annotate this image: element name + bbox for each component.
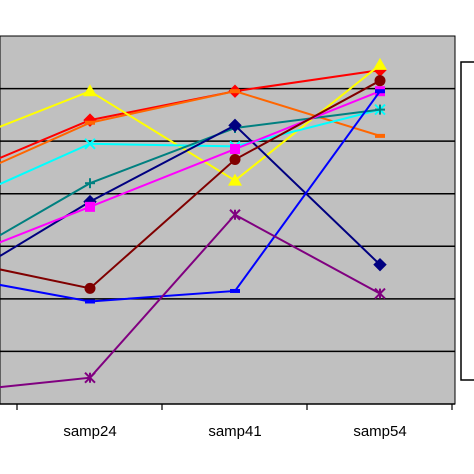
- series-line: [0, 79, 381, 290]
- series-line: [0, 124, 381, 266]
- data-point: [375, 133, 385, 138]
- data-point: [374, 287, 386, 300]
- series: [0, 209, 386, 389]
- series-line: [0, 90, 381, 165]
- data-point: [375, 89, 385, 94]
- legend-box: [460, 61, 474, 381]
- series: [0, 75, 386, 294]
- data-point: [229, 154, 241, 166]
- series: [0, 89, 385, 165]
- data-point: [84, 282, 96, 294]
- series: [0, 118, 387, 272]
- data-point: [373, 257, 387, 272]
- data-point: [230, 144, 240, 155]
- series-line: [0, 64, 381, 182]
- data-point: [84, 138, 96, 150]
- data-point: [229, 209, 241, 221]
- series-line: [0, 108, 381, 237]
- plot-area: [0, 35, 456, 405]
- data-point: [228, 118, 242, 133]
- series: [0, 57, 387, 186]
- legend: [460, 61, 474, 381]
- series-line: [0, 213, 381, 389]
- x-tick-label: samp41: [208, 423, 261, 440]
- data-point: [85, 201, 95, 212]
- plot-background: [0, 35, 456, 405]
- data-point: [374, 75, 386, 87]
- series-line: [0, 69, 381, 160]
- data-point: [230, 288, 240, 293]
- data-point: [375, 104, 385, 115]
- data-point: [85, 178, 95, 189]
- data-point: [373, 57, 387, 70]
- x-axis: samp24 samp41 samp54: [0, 403, 455, 440]
- x-tick-label: samp24: [63, 423, 116, 440]
- data-point: [230, 89, 240, 94]
- data-point: [85, 299, 95, 304]
- data-point: [83, 84, 97, 97]
- x-tick-label: samp54: [353, 423, 406, 440]
- data-point: [84, 372, 96, 384]
- data-point: [85, 120, 95, 125]
- series-line: [0, 108, 381, 186]
- data-point: [228, 173, 242, 186]
